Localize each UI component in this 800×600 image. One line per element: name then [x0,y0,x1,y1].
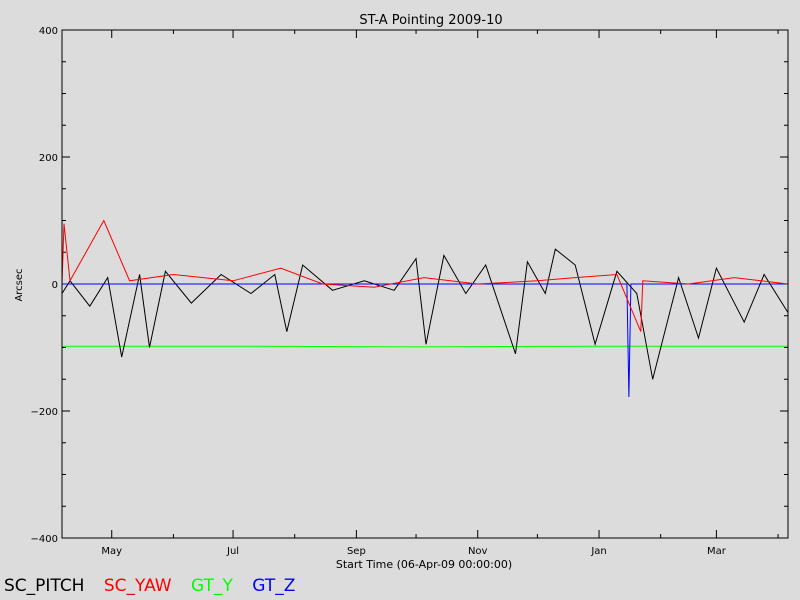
series-gt-y [62,345,788,348]
series-sc-yaw [61,219,789,332]
x-tick-label: Nov [468,546,488,557]
y-tick-label: −200 [31,407,58,418]
series-sc-pitch [61,248,789,380]
x-axis-label: Start Time (06-Apr-09 00:00:00) [336,558,512,571]
legend-gt-y: GT_Y [191,576,233,596]
series-gt-z [62,283,788,398]
plot-frame [61,29,789,539]
x-tick-labels: May Jul Sep Nov Jan Mar [101,546,726,557]
y-tick-label: 0 [52,280,58,291]
x-tick-label: Jul [226,546,239,557]
legend-sc-pitch: SC_PITCH [4,576,85,596]
axis-ticks [62,29,788,539]
y-tick-label: 200 [39,153,58,164]
series-lines [61,219,789,398]
legend-sc-yaw: SC_YAW [103,576,172,596]
legend: SC_PITCH SC_YAW GT_Y GT_Z [4,576,309,596]
x-tick-label: Mar [707,546,727,557]
y-tick-label: −400 [31,534,58,545]
y-tick-labels: 400 200 0 −200 −400 [31,26,58,545]
y-tick-label: 400 [39,26,58,37]
y-axis-label: Arcsec [14,268,25,301]
x-tick-label: Jan [590,546,606,557]
x-tick-label: May [101,546,122,557]
x-tick-label: Sep [347,546,366,557]
chart-title: ST-A Pointing 2009-10 [359,13,502,28]
legend-gt-z: GT_Z [252,576,296,596]
